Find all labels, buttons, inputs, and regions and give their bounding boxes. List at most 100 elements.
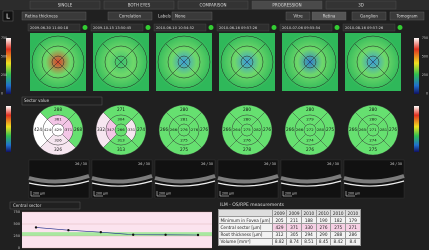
sector-value: 424 — [44, 127, 52, 132]
table-row: Root thickness [µm]312305294290288286 — [219, 231, 361, 238]
layer-label[interactable]: Retina thickness — [25, 13, 58, 18]
scale-label: 0 — [1, 92, 3, 96]
tab-label[interactable]: 3D — [358, 2, 364, 7]
sector-value: 266 — [286, 127, 294, 132]
sector-value: 275 — [326, 127, 334, 132]
color-bar — [6, 38, 11, 94]
scan-date: 2010-08-16 09:57:26 — [345, 26, 384, 30]
sector-value: 276 — [306, 147, 314, 152]
layer-button-label[interactable]: Retina — [323, 13, 336, 18]
sector-value: 282 — [254, 127, 262, 132]
sector-value: 275 — [180, 147, 188, 152]
corner — [219, 210, 273, 217]
cell: 288 — [331, 231, 346, 238]
layer-button-label[interactable]: Vitre — [293, 13, 303, 18]
sector-value: 280 — [243, 107, 251, 112]
column-header: 2010 — [331, 210, 346, 217]
sector-value: 276 — [389, 127, 397, 132]
row-label: Root thickness [µm] — [219, 231, 273, 238]
quality: 26 / 30 — [390, 162, 402, 166]
data-point — [67, 229, 69, 231]
table-title: ILM - OS/RPE measurements — [220, 203, 284, 208]
scale-label: 200 µm — [159, 192, 171, 196]
layer-button-label[interactable]: Ganglion — [360, 13, 378, 18]
sector-value: 266 — [223, 127, 231, 132]
scale-label: 0 — [426, 92, 428, 96]
cell: 188 — [302, 217, 317, 224]
sector-value: 274 — [137, 127, 145, 132]
scale-label: 250 — [1, 73, 7, 77]
tab-label[interactable]: COMPARISON — [200, 2, 227, 7]
scale-label: 750 — [1, 36, 7, 40]
row-label: Central sector [µm] — [219, 224, 273, 231]
table-row: Central sector [µm]429371330276275271 — [219, 224, 361, 231]
cell: 8.42 — [331, 238, 346, 245]
row-label: Minimum in Fovea [µm] — [219, 217, 273, 224]
cell: 275 — [331, 224, 346, 231]
row-label: Volume [mm³] — [219, 238, 273, 245]
y-tick-label: 250 — [14, 234, 20, 238]
color-bar — [414, 38, 419, 94]
data-point — [164, 234, 166, 236]
cell: 371 — [287, 224, 302, 231]
sector-value: 275 — [180, 138, 188, 143]
data-point — [197, 234, 199, 236]
sector-value: 266 — [349, 127, 357, 132]
check-icon — [335, 25, 340, 30]
tab-label[interactable]: PROGRESSION — [272, 2, 301, 7]
sector-value: 276 — [191, 127, 199, 132]
sector-value: 266 — [170, 127, 178, 132]
sector-value: 313 — [117, 147, 125, 152]
check-icon — [398, 25, 403, 30]
sector-value: 288 — [54, 107, 62, 112]
sector-value: 271 — [117, 107, 125, 112]
cell: 8.45 — [316, 238, 331, 245]
sector-value: 275 — [243, 127, 251, 132]
sector-value: 279 — [306, 117, 314, 122]
data-point — [132, 234, 134, 236]
sector-value: 268 — [74, 127, 82, 132]
sector-value: 266 — [160, 127, 168, 132]
check-icon — [272, 25, 277, 30]
quality: 26 / 30 — [138, 162, 150, 166]
progression-view: SINGLE BOTH EYES COMPARISON PROGRESSION 3D L R… — [0, 0, 429, 250]
scale-label: 750 — [422, 36, 428, 40]
scale-label: 200 µm — [33, 192, 45, 196]
sector-value: 313 — [117, 138, 125, 143]
measurements-table: 200920092010201020102010Minimum in Fovea… — [218, 209, 361, 246]
correlation-label[interactable]: Correlation — [119, 13, 142, 18]
scan-date: 2010-06-10 10:54:52 — [156, 26, 194, 30]
sector-value: 266 — [296, 127, 304, 132]
cell: 8.74 — [287, 238, 302, 245]
sector-value: 332 — [97, 127, 105, 132]
sector-value: 280 — [306, 107, 314, 112]
sector-value: 361 — [54, 117, 62, 122]
scan-date: 2009-06-30 11:00:18 — [30, 26, 69, 30]
cell: 8.4 — [346, 238, 361, 245]
cell: 312 — [272, 231, 287, 238]
eye-label: L — [6, 13, 10, 21]
data-point — [100, 231, 102, 233]
tab-label[interactable]: BOTH EYES — [128, 2, 151, 7]
layer-button-label[interactable]: Tomogram — [395, 13, 417, 18]
scale-label: 200 µm — [348, 192, 360, 196]
header-row: 200920092010201020102010 — [219, 210, 361, 217]
app-window: SINGLE BOTH EYES COMPARISON PROGRESSION 3D L R… — [0, 0, 429, 250]
sector-value: 276 — [200, 127, 208, 132]
color-bar — [6, 106, 11, 152]
cell: 211 — [287, 217, 302, 224]
quality: 26 / 30 — [264, 162, 276, 166]
tab-label[interactable]: SINGLE — [58, 2, 73, 7]
sector-value: 276 — [180, 127, 188, 132]
y-tick-label: 500 — [14, 222, 20, 226]
cell: 8.82 — [272, 238, 287, 245]
quality: 26 / 30 — [327, 162, 339, 166]
sector-value: 278 — [243, 147, 251, 152]
column-header: 2010 — [346, 210, 361, 217]
scale-label: 200 µm — [96, 192, 108, 196]
quality: 26 / 30 — [75, 162, 87, 166]
labels-value[interactable]: None — [175, 13, 186, 18]
check-icon — [83, 25, 88, 30]
scan-date: 2009-10-15 13:50:45 — [93, 26, 131, 30]
cell: 190 — [316, 217, 331, 224]
